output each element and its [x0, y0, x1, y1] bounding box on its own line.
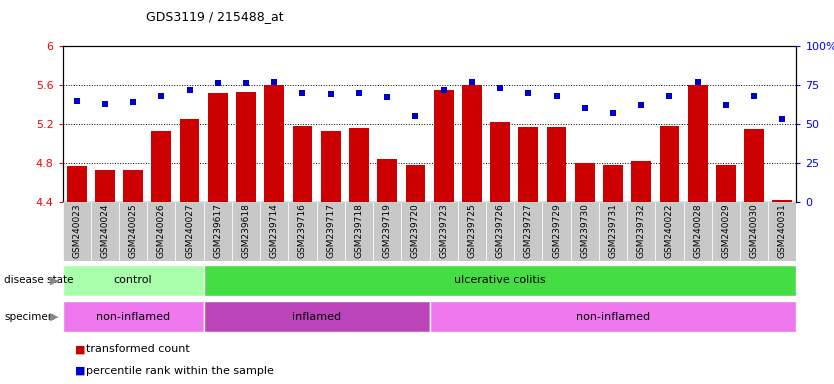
Bar: [711, 202, 740, 261]
Text: GSM239719: GSM239719: [383, 204, 392, 258]
Bar: [599, 202, 627, 261]
Text: GSM239618: GSM239618: [242, 204, 250, 258]
Bar: [684, 202, 711, 261]
Bar: [91, 202, 119, 261]
Text: GSM239716: GSM239716: [298, 204, 307, 258]
Text: non-inflamed: non-inflamed: [96, 312, 170, 322]
Text: GSM240027: GSM240027: [185, 204, 194, 258]
Bar: [344, 202, 373, 261]
Bar: [631, 161, 651, 202]
Bar: [148, 202, 175, 261]
Bar: [656, 202, 684, 261]
Text: ulcerative colitis: ulcerative colitis: [455, 275, 546, 285]
Text: ■: ■: [75, 366, 86, 376]
Text: GSM240029: GSM240029: [721, 204, 731, 258]
Bar: [293, 126, 313, 202]
Text: percentile rank within the sample: percentile rank within the sample: [86, 366, 274, 376]
Text: specimen: specimen: [4, 312, 54, 322]
Bar: [175, 202, 203, 261]
Bar: [519, 127, 538, 202]
Bar: [570, 202, 599, 261]
Bar: [603, 165, 623, 202]
Bar: [63, 265, 203, 296]
Bar: [179, 119, 199, 202]
Text: GSM240026: GSM240026: [157, 204, 166, 258]
Bar: [321, 131, 340, 202]
Text: disease state: disease state: [4, 275, 73, 285]
Text: GSM239731: GSM239731: [609, 204, 617, 258]
Bar: [208, 93, 228, 202]
Text: GSM239720: GSM239720: [411, 204, 420, 258]
Text: GSM240030: GSM240030: [750, 204, 759, 258]
Bar: [377, 159, 397, 202]
Bar: [405, 165, 425, 202]
Text: inflamed: inflamed: [292, 312, 341, 322]
Text: GSM240022: GSM240022: [665, 204, 674, 258]
Text: non-inflamed: non-inflamed: [576, 312, 650, 322]
Text: GDS3119 / 215488_at: GDS3119 / 215488_at: [146, 10, 284, 23]
Text: GSM239729: GSM239729: [552, 204, 561, 258]
Text: GSM239718: GSM239718: [354, 204, 364, 258]
Text: ▶: ▶: [50, 275, 58, 285]
Bar: [373, 202, 401, 261]
Bar: [660, 126, 680, 202]
Text: ▶: ▶: [50, 312, 58, 322]
Text: GSM239732: GSM239732: [636, 204, 646, 258]
Text: GSM239723: GSM239723: [440, 204, 448, 258]
Bar: [289, 202, 317, 261]
Bar: [63, 202, 91, 261]
Text: transformed count: transformed count: [86, 344, 189, 354]
Bar: [232, 202, 260, 261]
Bar: [67, 166, 87, 202]
Bar: [434, 90, 454, 202]
Bar: [490, 122, 510, 202]
Bar: [772, 200, 792, 202]
Bar: [349, 128, 369, 202]
Bar: [515, 202, 542, 261]
Text: GSM240028: GSM240028: [693, 204, 702, 258]
Bar: [236, 92, 256, 202]
Bar: [95, 170, 115, 202]
Text: GSM239714: GSM239714: [269, 204, 279, 258]
Bar: [740, 202, 768, 261]
Bar: [123, 169, 143, 202]
Bar: [430, 301, 796, 333]
Text: GSM239726: GSM239726: [495, 204, 505, 258]
Bar: [203, 301, 430, 333]
Bar: [575, 163, 595, 202]
Bar: [688, 85, 707, 202]
Text: control: control: [113, 275, 153, 285]
Bar: [542, 202, 570, 261]
Bar: [264, 85, 284, 202]
Text: GSM240025: GSM240025: [128, 204, 138, 258]
Bar: [627, 202, 656, 261]
Text: GSM239717: GSM239717: [326, 204, 335, 258]
Bar: [716, 165, 736, 202]
Bar: [458, 202, 486, 261]
Bar: [203, 202, 232, 261]
Bar: [486, 202, 515, 261]
Bar: [744, 129, 764, 202]
Text: GSM240031: GSM240031: [778, 204, 786, 258]
Bar: [768, 202, 796, 261]
Text: GSM239725: GSM239725: [467, 204, 476, 258]
Bar: [152, 131, 171, 202]
Text: GSM240024: GSM240024: [100, 204, 109, 258]
Bar: [546, 127, 566, 202]
Bar: [401, 202, 430, 261]
Bar: [462, 85, 482, 202]
Text: ■: ■: [75, 344, 86, 354]
Bar: [63, 301, 203, 333]
Bar: [119, 202, 148, 261]
Bar: [203, 265, 796, 296]
Text: GSM239617: GSM239617: [214, 204, 223, 258]
Text: GSM240023: GSM240023: [73, 204, 81, 258]
Text: GSM239727: GSM239727: [524, 204, 533, 258]
Bar: [260, 202, 289, 261]
Text: GSM239730: GSM239730: [580, 204, 590, 258]
Bar: [430, 202, 458, 261]
Bar: [317, 202, 344, 261]
